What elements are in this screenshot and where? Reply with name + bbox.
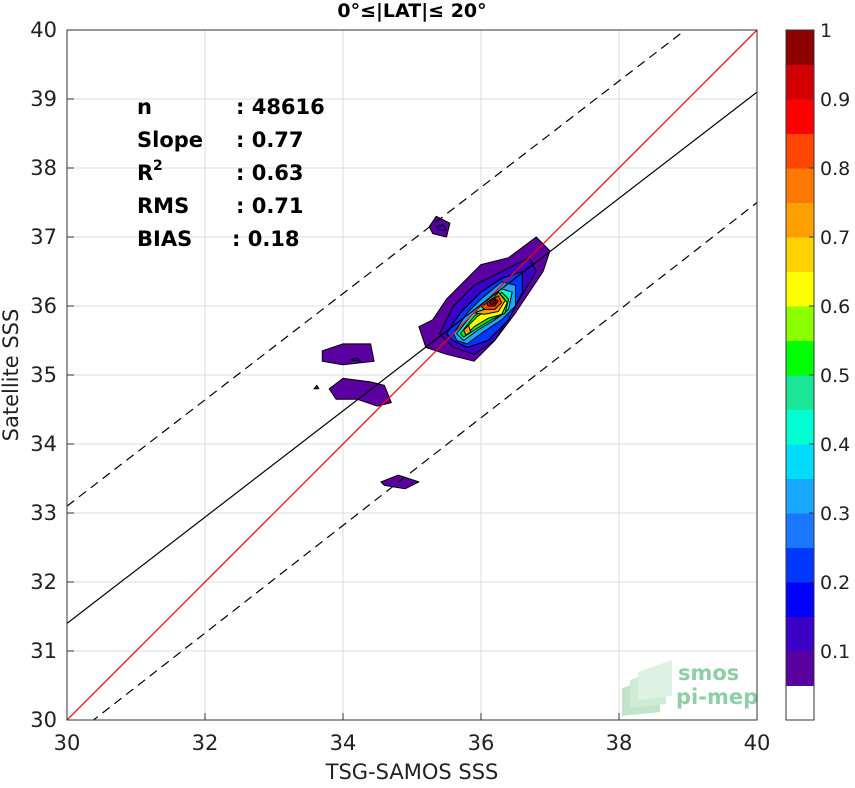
contour-region <box>321 343 375 366</box>
colorbar-tick-label: 0.6 <box>820 296 850 318</box>
colorbar-swatch <box>786 64 814 100</box>
stat-value: : 0.63 <box>236 161 304 185</box>
x-tick-label: 30 <box>54 731 81 755</box>
colorbar-swatch <box>786 375 814 410</box>
contour-fills <box>313 215 551 490</box>
one-to-one-line <box>67 30 757 720</box>
colorbar: 0.1 0.2 0.3 0.4 0.5 0.6 0.7 0.8 0.9 1 <box>785 20 850 721</box>
regression-line <box>67 91 757 624</box>
y-tick-label: 34 <box>30 432 57 456</box>
smos-pimep-watermark: smos pi-mep <box>622 660 758 716</box>
y-tick-label: 32 <box>30 570 57 594</box>
colorbar-swatch <box>786 133 814 169</box>
stat-label: RMS <box>137 194 189 218</box>
colorbar-swatch <box>786 340 814 376</box>
contour-region <box>313 384 320 390</box>
colorbar-swatch <box>786 478 814 514</box>
colorbar-swatch <box>786 409 814 445</box>
x-tick-label: 32 <box>192 731 219 755</box>
y-tick-label: 40 <box>30 18 57 42</box>
colorbar-tick-label: 0.7 <box>820 227 850 249</box>
watermark-logo-icon <box>622 660 672 716</box>
colorbar-swatch <box>786 513 814 548</box>
y-tick-label: 35 <box>30 363 57 387</box>
contour-region <box>380 474 420 490</box>
y-tick-label: 37 <box>30 225 57 249</box>
colorbar-tick-label: 0.4 <box>820 434 850 456</box>
colorbar-tick-label: 1 <box>820 20 832 42</box>
y-axis-label: Satellite SSS <box>0 309 23 442</box>
y-tick-label: 36 <box>30 294 57 318</box>
contour-region <box>349 357 361 362</box>
stat-label: R <box>137 161 153 185</box>
colorbar-swatch <box>786 444 814 479</box>
colorbar-swatch <box>786 30 814 65</box>
x-tick-label: 36 <box>468 731 495 755</box>
watermark-smos: smos <box>678 661 739 685</box>
colorbar-swatch <box>786 237 814 272</box>
stat-label: BIAS <box>137 227 192 251</box>
stat-label: n <box>137 95 152 119</box>
watermark-pimep: pi-mep <box>676 685 758 709</box>
x-tick-label: 40 <box>744 731 771 755</box>
colorbar-tick-label: 0.1 <box>820 641 850 663</box>
colorbar-swatch <box>786 582 814 617</box>
y-tick-label: 38 <box>30 156 57 180</box>
stat-value: : 0.77 <box>236 128 304 152</box>
colorbar-swatch <box>786 271 814 307</box>
colorbar-swatch <box>786 306 814 341</box>
reference-lines <box>67 30 757 720</box>
y-tick-label: 33 <box>30 501 57 525</box>
regression-2rms-line <box>92 202 757 720</box>
contour-region <box>488 298 497 306</box>
stat-label: Slope <box>137 128 203 152</box>
colorbar-swatch <box>786 616 814 652</box>
regression+2rms-line <box>67 30 687 507</box>
y-tick-label: 31 <box>30 639 57 663</box>
colorbar-swatch <box>786 99 814 134</box>
grid-lines <box>66 29 758 721</box>
colorbar-swatch <box>786 547 814 583</box>
colorbar-tick-label: 0.5 <box>820 365 850 387</box>
colorbar-tick-label: 0.8 <box>820 158 850 180</box>
chart-title: 0°≤|LAT|≤ 20° <box>337 0 486 22</box>
y-tick-label: 39 <box>30 87 57 111</box>
statistics-box: n : 48616 Slope : 0.77 R 2 : 0.63 RMS : 0.71 BIAS… <box>137 95 325 251</box>
contour-region <box>463 324 472 336</box>
colorbar-swatch <box>786 202 814 238</box>
contour-region <box>435 224 447 231</box>
colorbar-tick-label: 0.2 <box>820 572 850 594</box>
colorbar-tick-label: 0.9 <box>820 89 850 111</box>
x-axis-label: TSG-SAMOS SSS <box>325 760 499 784</box>
colorbar-swatch <box>786 685 814 721</box>
stat-value: : 48616 <box>236 95 325 119</box>
stat-superscript: 2 <box>153 158 163 174</box>
colorbar-tick-label: 0.3 <box>820 503 850 525</box>
colorbar-swatch <box>786 651 814 686</box>
y-tick-label: 30 <box>30 708 57 732</box>
stat-value: : 0.18 <box>232 227 300 251</box>
colorbar-swatch <box>786 168 814 203</box>
stat-value: : 0.71 <box>236 194 304 218</box>
x-tick-label: 38 <box>606 731 633 755</box>
axis-ticks: 30 32 34 36 38 40 30 31 32 33 34 35 36 37 38 39 40 <box>30 18 770 755</box>
x-tick-label: 34 <box>330 731 357 755</box>
